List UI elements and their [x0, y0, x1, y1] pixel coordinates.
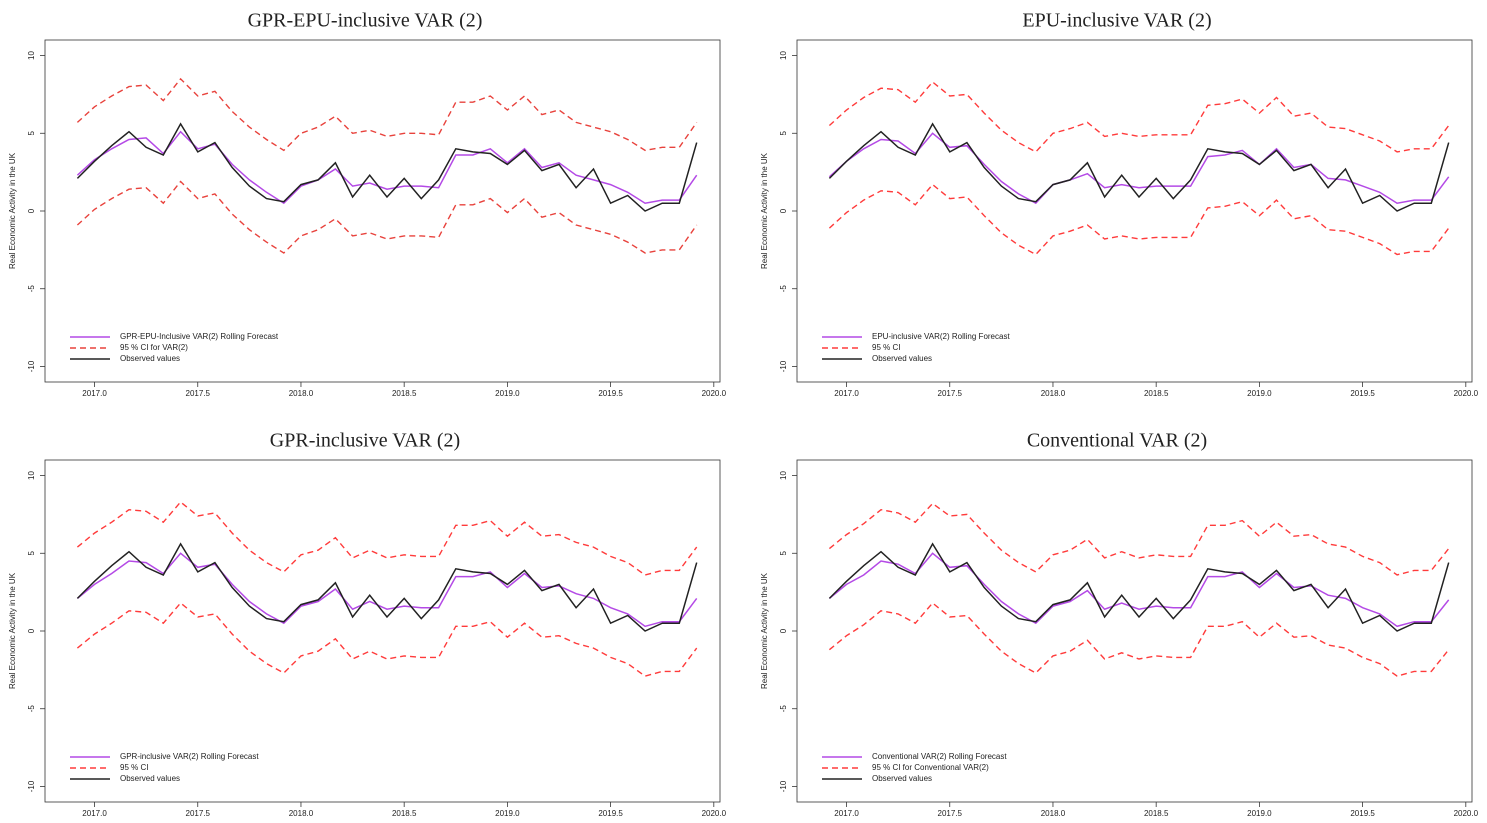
x-tick-label: 2017.5 [938, 389, 963, 398]
legend-label: Observed values [120, 774, 180, 783]
x-tick-label: 2020.0 [1454, 809, 1479, 818]
ci-upper-line [76, 501, 698, 576]
y-tick-label: -10 [779, 360, 788, 372]
x-tick-label: 2017.0 [834, 389, 859, 398]
y-tick-label: 0 [779, 208, 788, 213]
x-tick-label: 2017.0 [82, 809, 107, 818]
x-tick-label: 2018.5 [392, 809, 417, 818]
y-tick-label: 10 [27, 471, 36, 480]
series-line [76, 552, 698, 628]
y-tick-label: 5 [779, 550, 788, 555]
chart-title: GPR-inclusive VAR (2) [270, 430, 460, 452]
x-tick-label: 2018.0 [289, 389, 314, 398]
x-tick-label: 2017.5 [186, 809, 211, 818]
ci-lower-line [76, 180, 698, 254]
x-tick-label: 2018.5 [1144, 389, 1169, 398]
y-tick-label: -5 [27, 705, 36, 713]
series-line [828, 542, 1450, 632]
x-tick-label: 2018.0 [1041, 389, 1066, 398]
legend-label: 95 % CI for VAR(2) [120, 343, 188, 352]
y-tick-label: 10 [27, 51, 36, 60]
legend-label: EPU-inclusive VAR(2) Rolling Forecast [872, 332, 1010, 341]
y-axis-label: Real Economic Activity in the UK [760, 152, 769, 269]
y-tick-label: 0 [27, 628, 36, 633]
y-tick-label: -5 [779, 705, 788, 713]
x-tick-label: 2019.5 [1350, 389, 1375, 398]
y-tick-label: 5 [27, 550, 36, 555]
y-axis-label: Real Economic Activity in the UK [8, 152, 17, 269]
y-axis-label: Real Economic Activity in the UK [760, 572, 769, 689]
legend-label: Observed values [872, 774, 932, 783]
legend-label: GPR-EPU-Inclusive VAR(2) Rolling Forecas… [120, 332, 279, 341]
plot-frame [796, 39, 1473, 383]
legend-label: GPR-inclusive VAR(2) Rolling Forecast [120, 752, 259, 761]
chart-title: Conventional VAR (2) [1027, 430, 1207, 452]
y-tick-label: -5 [27, 285, 36, 293]
x-tick-label: 2018.0 [289, 809, 314, 818]
chart-title: EPU-inclusive VAR (2) [1022, 10, 1211, 32]
series-line [76, 130, 698, 205]
y-tick-label: 10 [779, 471, 788, 480]
x-tick-label: 2017.0 [834, 809, 859, 818]
y-tick-label: -10 [27, 780, 36, 792]
series-line [828, 552, 1450, 628]
y-tick-label: 0 [779, 628, 788, 633]
x-tick-label: 2017.5 [186, 389, 211, 398]
x-tick-label: 2019.5 [1350, 809, 1375, 818]
x-tick-label: 2017.0 [82, 389, 107, 398]
x-tick-label: 2018.5 [392, 389, 417, 398]
y-tick-label: -5 [779, 285, 788, 293]
ci-lower-line [828, 183, 1450, 256]
ci-lower-line [76, 602, 698, 677]
plot-frame [796, 459, 1473, 803]
legend-label: 95 % CI [872, 343, 900, 352]
plot-frame [44, 39, 721, 383]
y-axis-label: Real Economic Activity in the UK [8, 572, 17, 689]
x-tick-label: 2019.0 [1247, 809, 1272, 818]
series-line [828, 132, 1450, 205]
y-tick-label: -10 [27, 360, 36, 372]
series-line [828, 122, 1450, 212]
series-line [76, 542, 698, 632]
legend-label: Conventional VAR(2) Rolling Forecast [872, 752, 1007, 761]
legend-label: Observed values [120, 354, 180, 363]
x-tick-label: 2020.0 [702, 389, 727, 398]
x-tick-label: 2019.0 [495, 389, 520, 398]
x-tick-label: 2020.0 [702, 809, 727, 818]
x-tick-label: 2019.5 [598, 809, 623, 818]
x-tick-label: 2019.0 [1247, 389, 1272, 398]
x-tick-label: 2019.0 [495, 809, 520, 818]
y-tick-label: 10 [779, 51, 788, 60]
y-tick-label: -10 [779, 780, 788, 792]
chart-title: GPR-EPU-inclusive VAR (2) [248, 10, 483, 32]
y-tick-label: 0 [27, 208, 36, 213]
legend-label: Observed values [872, 354, 932, 363]
x-tick-label: 2018.0 [1041, 809, 1066, 818]
y-tick-label: 5 [779, 130, 788, 135]
x-tick-label: 2017.5 [938, 809, 963, 818]
ci-upper-line [828, 502, 1450, 576]
ci-lower-line [828, 602, 1450, 677]
legend-label: 95 % CI for Conventional VAR(2) [872, 763, 989, 772]
x-tick-label: 2018.5 [1144, 809, 1169, 818]
x-tick-label: 2019.5 [598, 389, 623, 398]
series-line [76, 122, 698, 212]
legend-label: 95 % CI [120, 763, 148, 772]
ci-upper-line [76, 77, 698, 152]
y-tick-label: 5 [27, 130, 36, 135]
x-tick-label: 2020.0 [1454, 389, 1479, 398]
